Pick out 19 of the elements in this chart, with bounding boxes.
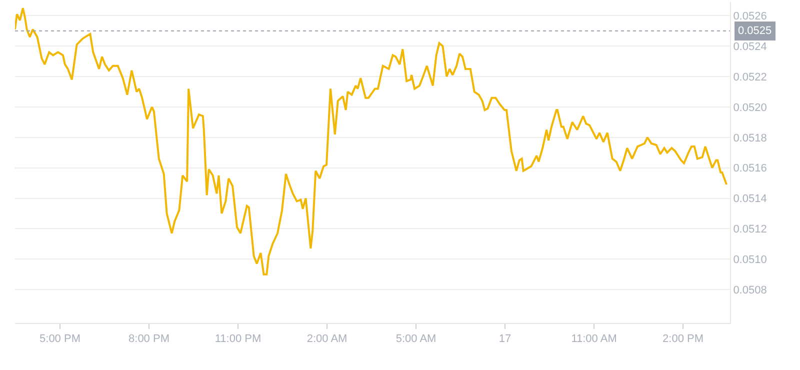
y-tick-label: 0.0520 [733, 102, 767, 114]
y-tick-label: 0.0518 [733, 132, 767, 144]
x-tick-label: 5:00 AM [396, 333, 436, 346]
x-tick-label: 17 [498, 333, 512, 346]
y-tick-label: 0.0510 [733, 254, 767, 266]
y-tick-label: 0.0524 [733, 40, 767, 53]
x-tick-label: 11:00 PM [214, 333, 262, 346]
x-tick-label: 2:00 AM [306, 333, 348, 346]
y-tick-label: 0.0512 [733, 224, 767, 236]
y-tick-label: 0.0516 [733, 162, 767, 175]
x-tick-label: 5:00 PM [40, 333, 80, 346]
x-tick-label: 11:00 AM [571, 333, 617, 346]
y-tick-label: 0.0526 [733, 10, 767, 23]
x-tick-label: 8:00 PM [128, 333, 170, 346]
y-tick-label: 0.0522 [733, 71, 767, 84]
y-tick-label: 0.0514 [733, 193, 767, 206]
x-tick-label: 2:00 PM [662, 333, 704, 346]
y-tick-label: 0.0508 [733, 284, 767, 296]
ref-line-label: 0.0525 [738, 25, 772, 37]
